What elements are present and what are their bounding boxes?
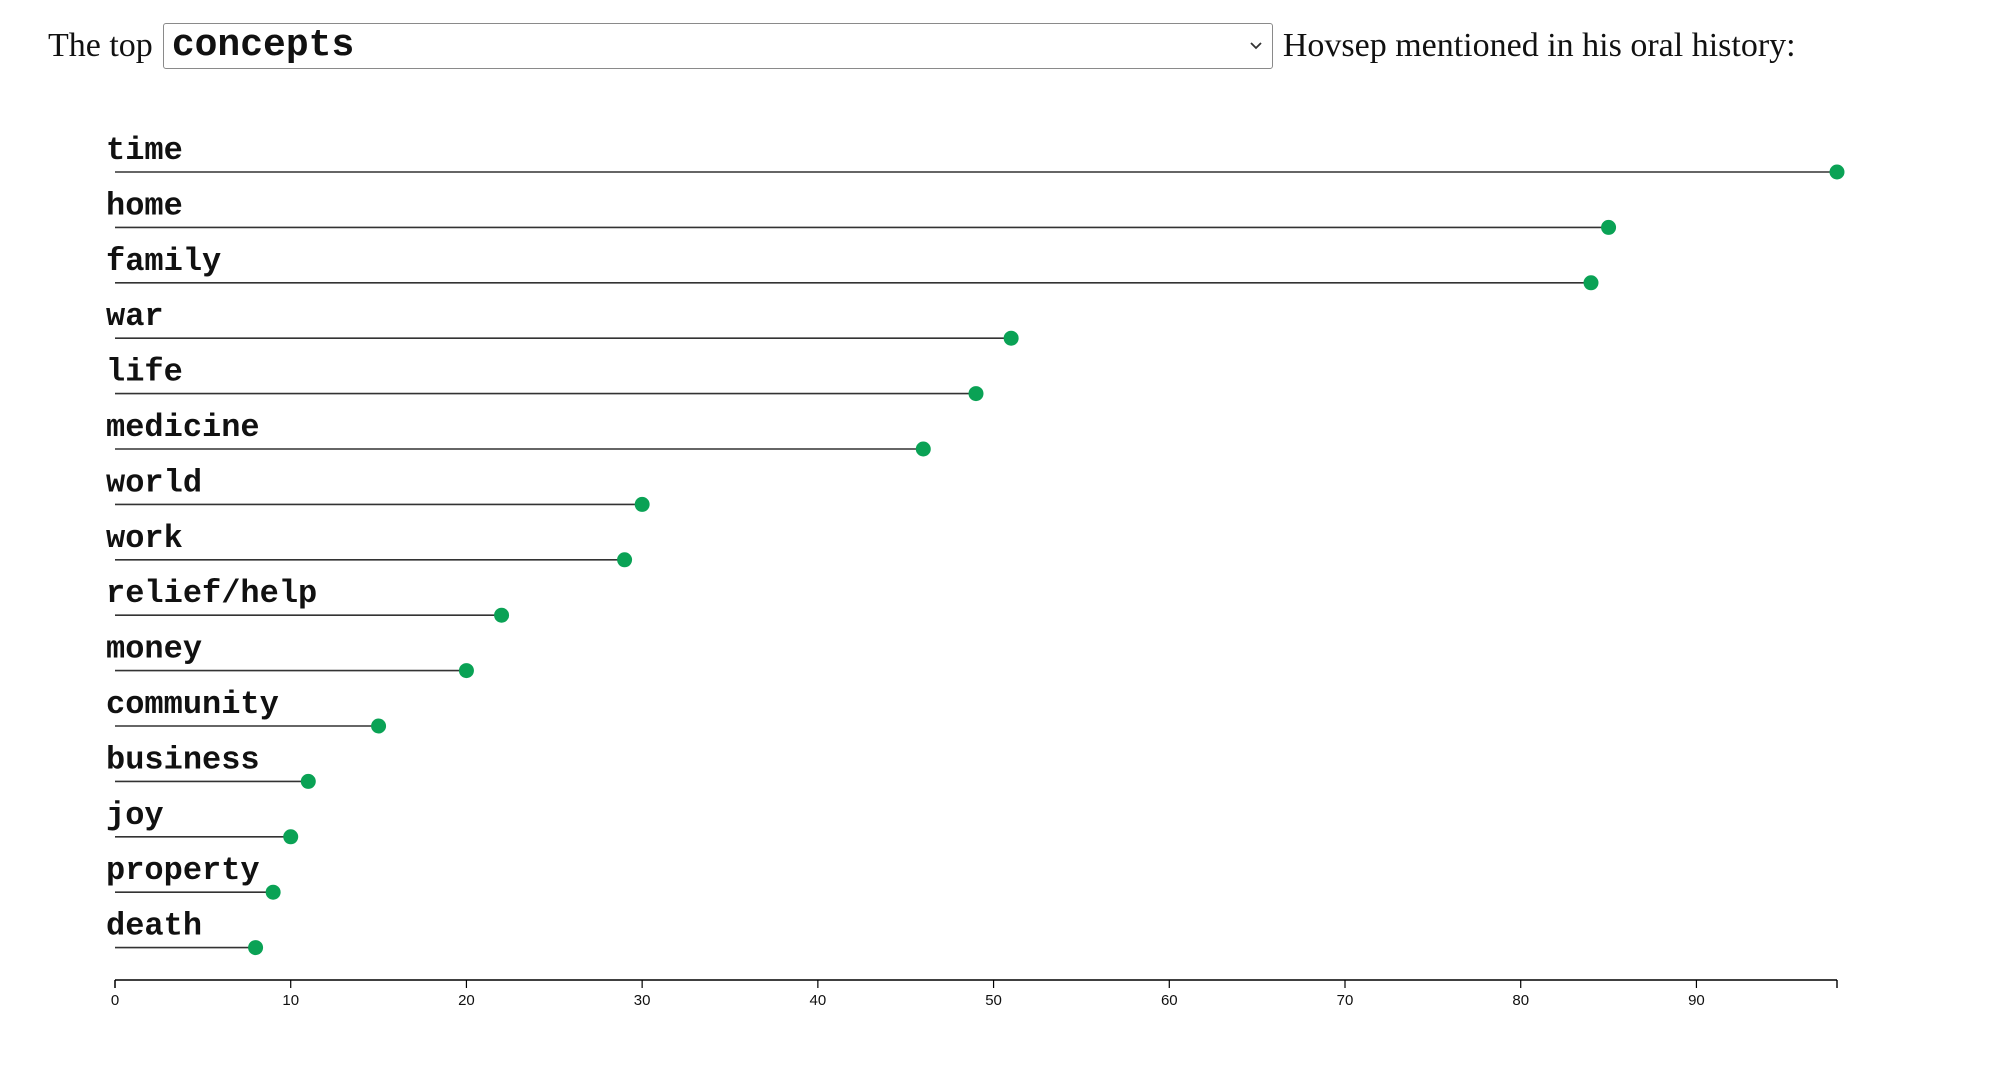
category-label-relief-help: relief/help	[106, 575, 317, 612]
dot-time	[1829, 164, 1845, 180]
dot-work	[617, 552, 633, 568]
category-select[interactable]: concepts	[162, 23, 1273, 69]
category-select-value: concepts	[171, 24, 355, 67]
x-tick-label-60: 60	[1161, 992, 1178, 1009]
dot-business	[300, 773, 316, 789]
category-label-time: time	[106, 132, 183, 169]
category-label-home: home	[106, 187, 183, 224]
dot-medicine	[915, 441, 931, 457]
category-label-community: community	[106, 686, 279, 723]
chart-header: The top concepts Hovsep mentioned in his…	[48, 22, 1796, 70]
dot-joy	[283, 829, 299, 845]
category-label-family: family	[106, 243, 221, 280]
category-label-life: life	[106, 354, 183, 391]
x-tick-label-0: 0	[111, 992, 119, 1009]
x-tick-label-40: 40	[810, 992, 827, 1009]
x-tick-label-80: 80	[1512, 992, 1529, 1009]
category-label-medicine: medicine	[106, 409, 260, 446]
category-label-world: world	[106, 464, 202, 501]
header-prefix: The top	[48, 27, 153, 64]
dot-money	[458, 663, 474, 679]
category-label-business: business	[106, 741, 260, 778]
x-tick-label-30: 30	[634, 992, 651, 1009]
x-tick-label-10: 10	[282, 992, 299, 1009]
x-tick-label-20: 20	[458, 992, 475, 1009]
category-label-work: work	[106, 520, 183, 557]
dot-property	[265, 884, 281, 900]
chevron-down-icon	[1250, 42, 1262, 50]
category-label-money: money	[106, 631, 202, 668]
dot-community	[371, 718, 387, 734]
dot-home	[1601, 219, 1617, 235]
dot-death	[248, 940, 264, 956]
x-tick-label-90: 90	[1688, 992, 1705, 1009]
category-label-death: death	[106, 908, 202, 945]
dot-relief-help	[494, 607, 510, 623]
x-tick-label-70: 70	[1337, 992, 1354, 1009]
header-suffix: Hovsep mentioned in his oral history:	[1282, 27, 1796, 64]
x-tick-label-50: 50	[985, 992, 1002, 1009]
dot-family	[1583, 275, 1599, 291]
dot-war	[1003, 330, 1019, 346]
dot-life	[968, 386, 984, 402]
category-label-war: war	[106, 298, 164, 335]
category-label-joy: joy	[106, 797, 164, 834]
dot-world	[634, 496, 650, 512]
category-label-property: property	[106, 852, 260, 889]
